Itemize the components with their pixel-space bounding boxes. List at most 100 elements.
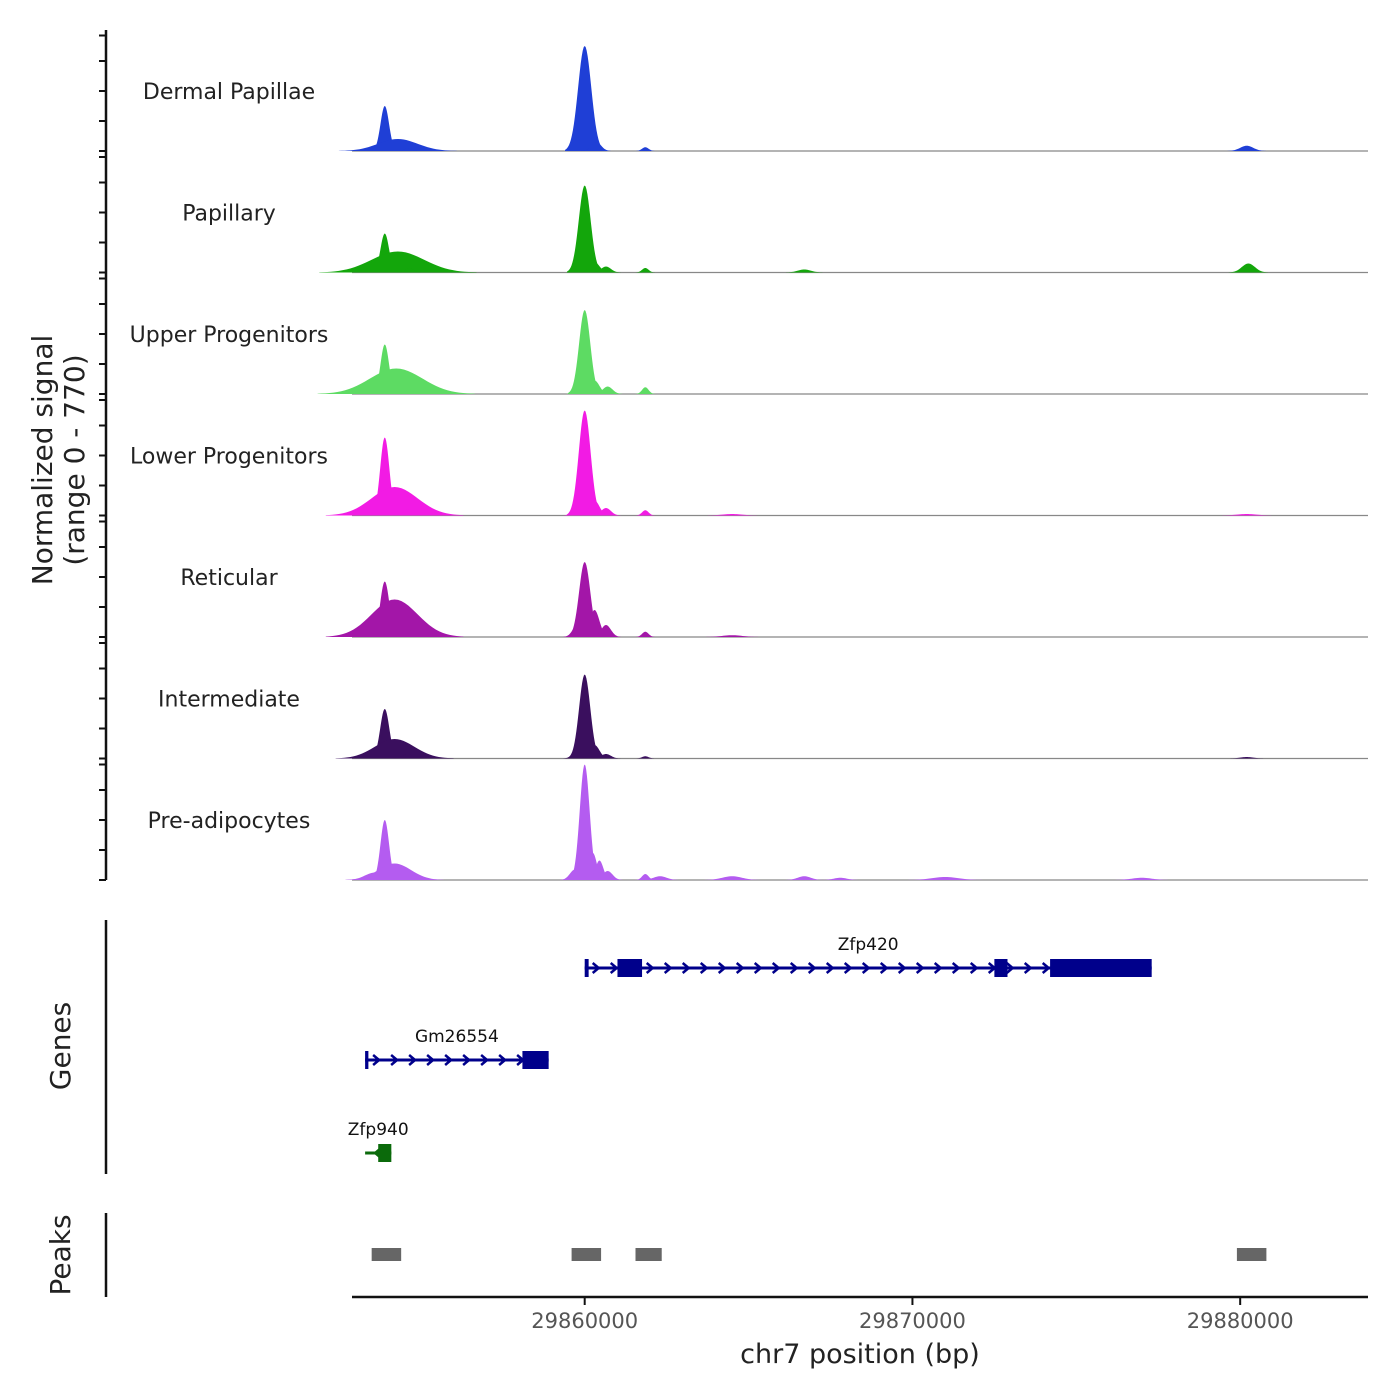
- signal-peak: [317, 368, 475, 394]
- signal-peak: [702, 876, 762, 880]
- signal-peak: [325, 599, 464, 637]
- strand-arrow: [843, 962, 853, 974]
- track-5: Reticular: [180, 562, 1368, 638]
- strand-arrow: [699, 962, 709, 974]
- strand-arrow: [933, 962, 943, 974]
- signal-peak: [702, 514, 762, 516]
- signal-peak: [592, 386, 623, 394]
- x-tick-label: 29880000: [1187, 1309, 1294, 1333]
- signal-peak: [1228, 263, 1269, 273]
- exon: [522, 1051, 549, 1069]
- strand-arrow: [825, 962, 835, 974]
- strand-arrow: [390, 1054, 400, 1066]
- signal-peak: [591, 266, 621, 273]
- x-tick-label: 29870000: [859, 1309, 966, 1333]
- signal-peak: [392, 754, 423, 759]
- signal-peak: [392, 629, 423, 637]
- strand-arrow: [1023, 962, 1033, 974]
- strand-arrow: [462, 1054, 472, 1066]
- gene-Zfp940: Zfp940: [348, 1120, 409, 1162]
- signal-peak: [392, 509, 423, 516]
- strand-arrow: [444, 1054, 454, 1066]
- signal-peak: [397, 148, 418, 151]
- exon: [365, 1051, 369, 1069]
- peak-region: [571, 1248, 602, 1261]
- signal-peak: [1227, 757, 1267, 759]
- strand-arrow: [753, 962, 763, 974]
- strand-arrow: [915, 962, 925, 974]
- signal-peak: [591, 625, 621, 637]
- track-label: Intermediate: [158, 688, 300, 713]
- signal-peak: [335, 739, 454, 759]
- track-7: Pre-adipocytes: [148, 764, 1368, 881]
- peak-track: [371, 1248, 1267, 1261]
- track-6: Intermediate: [158, 674, 1368, 760]
- strand-arrow: [1041, 962, 1051, 974]
- track-3: Upper Progenitors: [130, 310, 1368, 395]
- strand-arrow: [771, 962, 781, 974]
- coverage-tracks: Dermal Papillae Papillary Upper Progenitor…: [130, 46, 1368, 881]
- strand-arrow: [372, 1054, 382, 1066]
- peak-region: [1236, 1248, 1267, 1261]
- gene-Gm26554: Gm26554: [365, 1027, 549, 1069]
- strand-arrow: [663, 962, 673, 974]
- strand-arrow: [408, 1054, 418, 1066]
- exon: [584, 959, 589, 977]
- signal-peak: [635, 387, 656, 394]
- y-axis-range: (range 0 - 770): [58, 354, 91, 565]
- signal-peak: [784, 269, 824, 273]
- signal-peak: [581, 142, 611, 151]
- signal-peak: [640, 876, 680, 880]
- exon: [378, 1144, 392, 1162]
- exon: [994, 959, 1008, 977]
- y-axis-title: Normalized signal: [26, 335, 59, 586]
- strand-arrow: [897, 962, 907, 974]
- gene-track: Zfp420 Gm26554 Zfp940: [348, 935, 1152, 1162]
- gene-name: Gm26554: [415, 1027, 499, 1047]
- signal-peak: [567, 185, 603, 273]
- signal-peak: [635, 756, 656, 759]
- gene-Zfp420: Zfp420: [584, 935, 1152, 977]
- signal-peak: [579, 745, 610, 759]
- track-label: Pre-adipocytes: [148, 809, 311, 834]
- track-2: Papillary: [182, 185, 1368, 274]
- genes-panel-title: Genes: [44, 1002, 77, 1090]
- signal-peak: [1227, 145, 1267, 151]
- strand-arrow: [717, 962, 727, 974]
- signal-peak: [397, 268, 422, 273]
- x-tick-label: 29860000: [531, 1309, 638, 1333]
- signal-peak: [567, 310, 602, 394]
- gene-name: Zfp420: [838, 935, 899, 955]
- strand-arrow: [591, 962, 601, 974]
- signal-peak: [905, 877, 985, 880]
- signal-peak: [1217, 514, 1277, 516]
- signal-peak: [820, 877, 860, 880]
- signal-peak: [591, 508, 621, 516]
- track-label: Lower Progenitors: [130, 445, 328, 470]
- signal-peak: [635, 147, 656, 151]
- signal-peak: [591, 754, 621, 759]
- peak-region: [635, 1248, 662, 1261]
- signal-peak: [565, 46, 605, 151]
- strand-arrow: [645, 962, 655, 974]
- signal-peak: [1112, 877, 1172, 880]
- gene-name: Zfp940: [348, 1120, 409, 1140]
- strand-arrow: [1005, 962, 1015, 974]
- strand-arrow: [861, 962, 871, 974]
- axes: 29860000 29870000 29880000: [99, 30, 1368, 1333]
- strand-arrow: [807, 962, 817, 974]
- strand-arrow: [735, 962, 745, 974]
- strand-arrow: [789, 962, 799, 974]
- track-label: Upper Progenitors: [130, 323, 329, 348]
- signal-peak: [702, 635, 762, 637]
- x-axis-title: chr7 position (bp): [740, 1339, 980, 1370]
- exon: [1050, 959, 1152, 977]
- strand-arrow: [480, 1054, 490, 1066]
- signal-peak: [345, 863, 444, 880]
- track-4: Lower Progenitors: [130, 410, 1368, 517]
- signal-peak: [567, 410, 603, 516]
- track-label: Dermal Papillae: [143, 80, 315, 105]
- signal-peak: [325, 487, 464, 516]
- signal-peak: [397, 389, 422, 394]
